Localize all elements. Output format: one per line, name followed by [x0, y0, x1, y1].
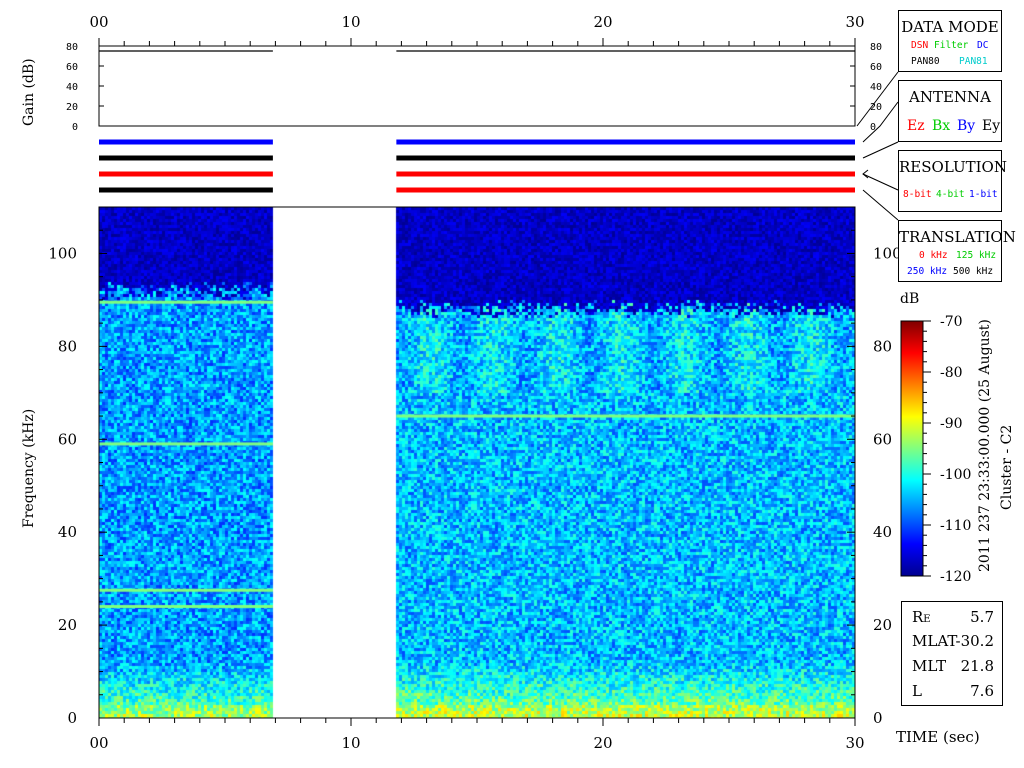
- res-1bit: 1-bit: [969, 189, 998, 200]
- top-x-tick-label: 20: [593, 13, 612, 31]
- mode-dsn: DSN: [911, 40, 929, 51]
- antenna-title: ANTENNA: [909, 88, 991, 106]
- gain-tick-label-right: 60: [870, 62, 882, 73]
- colorbar-tick-label: -80: [940, 365, 963, 381]
- gain-tick-label-right: 80: [870, 42, 882, 53]
- status-bar-1-0: [99, 155, 273, 161]
- trans-500khz: 500 kHz: [953, 266, 994, 277]
- antenna-legend: ANTENNA Ez Bx By Ey: [898, 80, 1002, 142]
- x-axis-label: TIME (sec): [896, 728, 980, 746]
- spacecraft-label: Cluster - C2: [999, 424, 1015, 510]
- orbit-mlt-value: 21.8: [960, 657, 994, 675]
- orbit-mlat-label: MLAT: [912, 632, 958, 650]
- antenna-bx: Bx: [932, 118, 951, 134]
- connector-line-1: [862, 141, 899, 159]
- bottom-x-tick-label: 10: [341, 734, 360, 752]
- right-y-tick-label: 0: [873, 709, 883, 727]
- right-y-tick-label: 20: [873, 616, 892, 634]
- orbit-l-label: L: [912, 682, 922, 700]
- colorbar: [900, 320, 924, 577]
- res-8bit: 8-bit: [903, 189, 932, 200]
- antenna-ez: Ez: [907, 118, 925, 134]
- orbit-re-value: 5.7: [970, 608, 994, 626]
- top-x-tick-label: 00: [89, 13, 108, 31]
- trans-125khz: 125 kHz: [956, 250, 997, 261]
- status-bar-0-1: [396, 139, 855, 145]
- antenna-by: By: [957, 118, 976, 134]
- right-y-tick-label: 40: [873, 523, 892, 541]
- gain-panel: [98, 45, 856, 127]
- mode-pan81: PAN81: [959, 56, 988, 67]
- mode-dc: DC: [977, 40, 989, 51]
- right-y-tick-label: 100: [873, 244, 902, 262]
- data-mode-legend: DATA MODE DSN Filter DC PAN80 PAN81: [898, 10, 1002, 72]
- orbit-mlt-label: MLT: [912, 657, 947, 675]
- connector-line-2: [862, 173, 899, 191]
- date-title: 2011 237 23:33:00.000 (25 August): [977, 319, 993, 572]
- status-bar-2-1: [396, 171, 855, 177]
- resolution-title: RESOLUTION: [899, 158, 1007, 176]
- colorbar-tick-label: -70: [940, 314, 963, 330]
- legend-connectors: [856, 71, 899, 221]
- right-y-tick-label: 60: [873, 430, 892, 448]
- connector-line-0: [856, 71, 899, 127]
- top-x-tick-label: 10: [341, 13, 360, 31]
- status-bar-0-0: [99, 139, 273, 145]
- res-4bit: 4-bit: [936, 189, 965, 200]
- translation-title: TRANSLATION: [899, 228, 1016, 246]
- connector-arrow: [862, 169, 869, 179]
- right-y-tick-label: 80: [873, 337, 892, 355]
- mode-pan80: PAN80: [911, 56, 940, 67]
- spectrogram-panel: [98, 206, 856, 719]
- resolution-legend: RESOLUTION 8-bit 4-bit 1-bit: [898, 150, 1007, 212]
- status-bar-3-0: [99, 187, 273, 193]
- gain-axis-label: Gain (dB): [21, 58, 37, 126]
- orbit-info: RE 5.7 MLAT -30.2 MLT 21.8 L 7.6: [901, 601, 1003, 706]
- bottom-x-tick-label: 20: [593, 734, 612, 752]
- orbit-re-label: RE: [912, 608, 931, 626]
- colorbar-tick-label: -110: [940, 518, 971, 534]
- colorbar-ticks: -70 -80 -90 -100 -110 -120: [923, 314, 971, 585]
- gain-tick-label: 80: [66, 42, 78, 53]
- colorbar-tick-label: -100: [940, 467, 971, 483]
- orbit-l-value: 7.6: [970, 682, 994, 700]
- gain-tick-label-right: 20: [870, 102, 882, 113]
- gain-tick-label-right: 0: [870, 122, 876, 133]
- trans-0khz: 0 kHz: [919, 250, 948, 261]
- y-tick-label: 80: [58, 337, 77, 355]
- data-mode-title: DATA MODE: [901, 18, 999, 36]
- gain-tick-label: 40: [66, 82, 78, 93]
- status-bar-3-1: [396, 187, 855, 193]
- colorbar-label: dB: [900, 291, 920, 307]
- y-tick-label: 60: [58, 430, 77, 448]
- trans-250khz: 250 kHz: [907, 266, 948, 277]
- gain-tick-label: 60: [66, 62, 78, 73]
- y-tick-label: 20: [58, 616, 77, 634]
- gain-tick-label: 20: [66, 102, 78, 113]
- bottom-x-tick-label: 00: [89, 734, 108, 752]
- translation-legend: TRANSLATION 0 kHz 125 kHz 250 kHz 500 kH…: [898, 220, 1016, 282]
- colorbar-tick-label: -90: [940, 416, 963, 432]
- y-axis-label: Frequency (kHz): [21, 408, 37, 528]
- bottom-x-tick-label: 30: [845, 734, 864, 752]
- y-tick-label: 40: [58, 523, 77, 541]
- top-x-tick-label: 30: [845, 13, 864, 31]
- y-tick-label: 100: [48, 244, 77, 262]
- mode-filter: Filter: [934, 40, 969, 51]
- gain-tick-label-right: 40: [870, 82, 882, 93]
- gain-tick-label: 0: [72, 122, 78, 133]
- status-bars: [99, 139, 855, 193]
- connector-line-3: [862, 189, 899, 221]
- colorbar-tick-label: -120: [940, 569, 971, 585]
- orbit-mlat-value: -30.2: [955, 632, 994, 650]
- status-bar-1-1: [396, 155, 855, 161]
- y-tick-label: 0: [67, 709, 77, 727]
- connector-line-gain: [862, 101, 899, 143]
- antenna-ey: Ey: [982, 118, 1001, 134]
- status-bar-2-0: [99, 171, 273, 177]
